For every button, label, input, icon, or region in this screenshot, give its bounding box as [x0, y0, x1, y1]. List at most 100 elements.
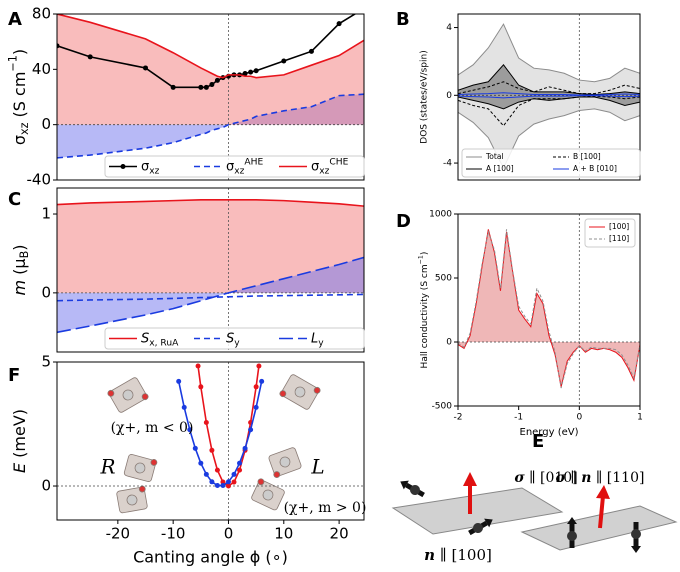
- data-point: [209, 447, 215, 453]
- x-tick-label: 0: [576, 413, 582, 423]
- data-point: [242, 70, 248, 76]
- area-fill: [458, 229, 640, 387]
- annotation: (χ+, m < 0): [111, 420, 194, 436]
- legend-frame: [104, 327, 365, 350]
- series-line: [57, 93, 364, 159]
- legend-label: Total: [485, 152, 504, 161]
- text-part: B: [18, 251, 31, 259]
- text-part: ∥ [100]: [435, 546, 492, 564]
- series-line: [458, 95, 640, 127]
- data-point: [170, 84, 176, 90]
- data-point: [181, 404, 187, 410]
- text-part: xz: [18, 122, 31, 135]
- text-part: σ: [226, 159, 234, 174]
- data-point: [143, 65, 149, 71]
- series-line: [458, 229, 640, 387]
- data-point: [336, 21, 342, 27]
- legend-label: B [100]: [573, 152, 601, 161]
- series-line: [458, 108, 640, 170]
- y-tick-label: 40: [32, 60, 51, 78]
- text-part: ∥ [110]: [591, 470, 644, 486]
- y-axis-label: Hall conductivity (S cm−1): [417, 252, 429, 369]
- panel-letter: E: [532, 431, 544, 452]
- text-part: ): [420, 252, 430, 256]
- y-tick-label: 0: [446, 338, 452, 348]
- x-tick-label: 10: [274, 525, 293, 543]
- legend-label: [110]: [609, 234, 629, 243]
- data-point: [203, 471, 209, 477]
- y-tick-label: 0: [446, 91, 452, 101]
- y-axis-label: DOS (states/eV/spin): [420, 50, 430, 143]
- legend-label: Ly: [311, 331, 324, 348]
- series-line: [177, 381, 263, 487]
- data-point: [256, 363, 262, 369]
- data-point: [225, 479, 231, 485]
- area-fill: [57, 94, 364, 158]
- series-line: [57, 256, 364, 334]
- data-point: [259, 378, 265, 384]
- area-fill: [57, 14, 364, 125]
- legend-label: A + B [010]: [573, 164, 617, 173]
- series-line: [458, 95, 640, 99]
- x-tick-label: 20: [330, 525, 349, 543]
- text-part: xz: [234, 166, 244, 176]
- text-part: m: [10, 280, 29, 296]
- y-tick-label: 0: [41, 477, 51, 495]
- text-part: −1: [7, 55, 20, 72]
- series-line: [458, 96, 640, 110]
- y-tick-label: -40: [27, 171, 52, 189]
- panel-letter: F: [8, 365, 20, 386]
- legend-label: A [100]: [486, 164, 514, 173]
- data-point: [187, 427, 193, 433]
- data-point: [231, 479, 237, 485]
- y-axis-label: m (μB): [10, 244, 31, 295]
- y-tick-label: 80: [32, 5, 51, 23]
- data-point: [209, 479, 215, 485]
- data-point: [198, 84, 204, 90]
- area-fill: [458, 95, 640, 109]
- y-tick-label: 4: [446, 23, 452, 33]
- series-line: [458, 23, 640, 83]
- data-point: [198, 460, 204, 466]
- text-part: y: [234, 338, 240, 348]
- data-point: [176, 378, 182, 384]
- data-point: [237, 460, 243, 466]
- data-point: [253, 384, 259, 390]
- data-point: [242, 445, 248, 451]
- text-part: E: [10, 462, 29, 473]
- data-point: [362, 6, 367, 11]
- text-part: σ: [311, 159, 319, 174]
- data-point: [214, 483, 220, 489]
- diagram-label: σ ∥ [010]: [514, 470, 577, 486]
- text-part: n: [581, 470, 591, 486]
- plot-frame: [457, 213, 641, 407]
- text-part: σ: [556, 470, 567, 486]
- plot-area: [57, 188, 364, 352]
- y-axis-label: E (meV): [10, 409, 29, 473]
- x-axis-label: Canting angle ϕ (∘): [133, 548, 288, 567]
- data-point: [225, 483, 231, 489]
- x-tick-label: 1: [637, 413, 643, 423]
- legend-label: σxzAHE: [226, 157, 263, 176]
- area-fill: [57, 257, 364, 333]
- x-tick-label: -1: [514, 413, 523, 423]
- legend-label: σxz: [141, 159, 160, 176]
- plot-frame: [56, 187, 365, 353]
- data-point: [308, 48, 314, 54]
- x-tick-label: -10: [161, 525, 186, 543]
- data-point: [87, 54, 93, 60]
- series-line: [57, 14, 364, 79]
- panel-letter: A: [8, 9, 22, 30]
- data-point: [192, 445, 198, 451]
- data-point: [220, 479, 226, 485]
- data-point: [220, 483, 226, 489]
- diagram-label: σ ∥ n ∥ [110]: [556, 470, 645, 486]
- legend-marker: [120, 164, 126, 169]
- plot-frame: [457, 13, 641, 181]
- legend-frame: [584, 218, 636, 248]
- text-part: ∥: [566, 470, 581, 486]
- data-point: [253, 404, 259, 410]
- text-part: σ: [141, 159, 149, 174]
- x-tick-label: -20: [106, 525, 131, 543]
- molecule-icons: [107, 374, 321, 514]
